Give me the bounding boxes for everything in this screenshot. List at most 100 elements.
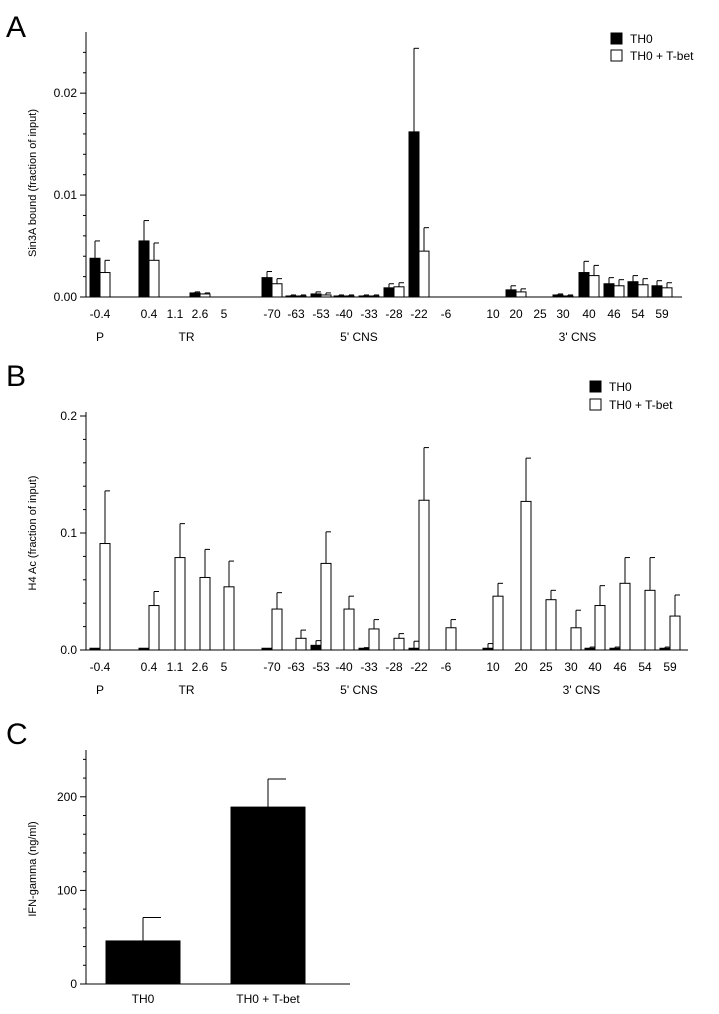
panel-b-category-label: 25	[539, 660, 553, 674]
panel-a-bar-th0	[505, 289, 517, 298]
panel-a-bar-tbet	[295, 295, 307, 298]
panel-b-bar-tbet	[545, 599, 557, 651]
panel-a-legend: TH0 TH0 + T-bet	[610, 32, 694, 63]
panel-a-category-label: -53	[312, 307, 330, 321]
panel-b-category-label: -53	[312, 660, 330, 674]
panel-b-group-label: TR	[179, 683, 195, 697]
panel-b-bar-th0	[408, 647, 420, 651]
panel-c-ylabel: IFN-gamma (ng/ml)	[27, 821, 39, 916]
panel-b-bar-tbet	[644, 589, 656, 651]
panel-a-category-label: 46	[607, 307, 621, 321]
panel-b-bar-tbet	[223, 586, 235, 651]
panel-a-group-label: P	[96, 330, 104, 344]
panel-b-bar-tbet	[492, 595, 504, 651]
panel-a-legend-label-tbet: TH0 + T-bet	[630, 49, 694, 63]
panel-b-bar-th0	[659, 647, 671, 651]
panel-a-ylabel: Sin3A bound (fraction of input)	[27, 109, 39, 257]
panel-b-group-label: 5' CNS	[340, 683, 378, 697]
panel-b-bar-tbet	[594, 605, 606, 651]
panel-b-category-label: -63	[287, 660, 305, 674]
panel-a-legend-label-th0: TH0	[630, 32, 653, 46]
panel-b-bar-th0	[261, 647, 273, 651]
panel-a-category-label: 30	[556, 307, 570, 321]
panel-a-bar-th0	[578, 272, 590, 298]
panel-a-bar-th0	[408, 131, 420, 298]
panel-b-category-label: -28	[385, 660, 403, 674]
panel-b-bar-tbet	[393, 637, 405, 651]
panel-a-category-label: 5	[221, 307, 228, 321]
panel-a-bar-th0	[358, 295, 370, 298]
panel-a-bar-th0	[138, 240, 150, 298]
panel-b-legend-swatch-tbet	[589, 398, 602, 411]
panel-b-category-label: 10	[486, 660, 500, 674]
panel-a-category-label: -6	[441, 307, 452, 321]
panel-a-group-label: 5' CNS	[340, 330, 378, 344]
panel-b-bar-tbet	[320, 562, 332, 651]
panel-b-bar-tbet	[418, 499, 430, 651]
panel-a-group-label: TR	[179, 330, 195, 344]
panel-a-bar-th0	[310, 293, 322, 298]
panel-b-group-label: P	[96, 683, 104, 697]
panel-a-bar-tbet	[661, 287, 673, 298]
panel-a-category-label: -40	[335, 307, 353, 321]
panel-b-bar-th0	[609, 647, 621, 651]
panel-a-category-label: 2.6	[192, 307, 209, 321]
panel-b-bar-tbet	[271, 608, 283, 651]
panel-a-category-label: -22	[410, 307, 428, 321]
panel-b-legend-label-th0: TH0	[609, 380, 632, 394]
panel-b-bar-th0	[584, 647, 596, 651]
panel-b-bar-tbet	[343, 608, 355, 651]
panel-b-bar-th0	[89, 647, 101, 651]
panel-a-ytick-label: 0.00	[54, 290, 78, 304]
panel-c: C IFN-gamma (ng/ml) 0 100 200 TH0 TH0 + T-b…	[6, 718, 350, 1006]
panel-b-bar-tbet	[669, 615, 681, 651]
panel-b-category-label: 0.4	[141, 660, 158, 674]
panel-b-bar-tbet	[199, 576, 211, 651]
panel-b-yaxis: 0.0 0.1 0.2	[60, 409, 87, 657]
panel-b-bar-tbet	[368, 628, 380, 651]
panel-a-bar-th0	[603, 283, 615, 298]
panel-a-bar-tbet	[562, 295, 574, 298]
panel-b-category-label: -40	[335, 660, 353, 674]
panel-b-bar-tbet	[570, 627, 582, 651]
panel-a-bar-tbet	[588, 275, 600, 298]
panel-b-group-label: 3' CNS	[563, 683, 601, 697]
panel-a-bar-tbet	[613, 285, 625, 298]
panel-c-category-label: TH0 + T-bet	[236, 992, 300, 1006]
panel-b-category-label: 59	[663, 660, 677, 674]
panel-a-bar-th0	[89, 257, 101, 298]
panel-b-bar-tbet	[174, 557, 186, 651]
panel-a-bar-tbet	[418, 250, 430, 298]
panel-a-category-label: 20	[509, 307, 523, 321]
panel-a-bar-tbet	[368, 295, 380, 298]
panel-a-category-label: 59	[655, 307, 669, 321]
panel-c-ytick-label: 100	[57, 883, 77, 897]
panel-c-letter: C	[6, 718, 28, 751]
panel-a-bar-tbet	[320, 294, 332, 298]
panel-a-letter: A	[6, 11, 26, 44]
panel-b-letter: B	[6, 360, 26, 393]
panel-a-legend-swatch-th0	[610, 32, 623, 45]
panel-b-category-label: 20	[514, 660, 528, 674]
panel-a-bar-th0	[552, 294, 564, 298]
panel-b-bar-tbet	[99, 543, 111, 651]
panel-b: B H4 Ac (fraction of input) 0.0 0.1 0.2 -0…	[6, 360, 688, 697]
panel-b-category-label: -33	[360, 660, 378, 674]
panel-b-category-label: 1.1	[167, 660, 184, 674]
panel-b-legend-label-tbet: TH0 + T-bet	[609, 398, 673, 412]
panel-a-bar-tbet	[199, 293, 211, 298]
panel-a-bar-tbet	[271, 283, 283, 298]
panel-b-category-label: 40	[588, 660, 602, 674]
panel-a-bar-th0	[627, 281, 639, 298]
panel-b-category-label: -6	[441, 660, 452, 674]
panel-a: A Sin3A bound (fraction of input) 0.000.…	[6, 11, 694, 344]
panel-b-ytick-label: 0.2	[60, 409, 77, 423]
panel-a-yaxis: 0.00 0.01 0.02	[54, 32, 87, 304]
panel-b-bar-tbet	[295, 637, 307, 651]
panel-a-bar-tbet	[343, 295, 355, 298]
panel-a-bar-th0	[333, 295, 345, 298]
panel-b-bar-tbet	[445, 627, 457, 651]
panel-a-bar-th0	[261, 277, 273, 298]
panel-a-bar-th0	[383, 287, 395, 298]
